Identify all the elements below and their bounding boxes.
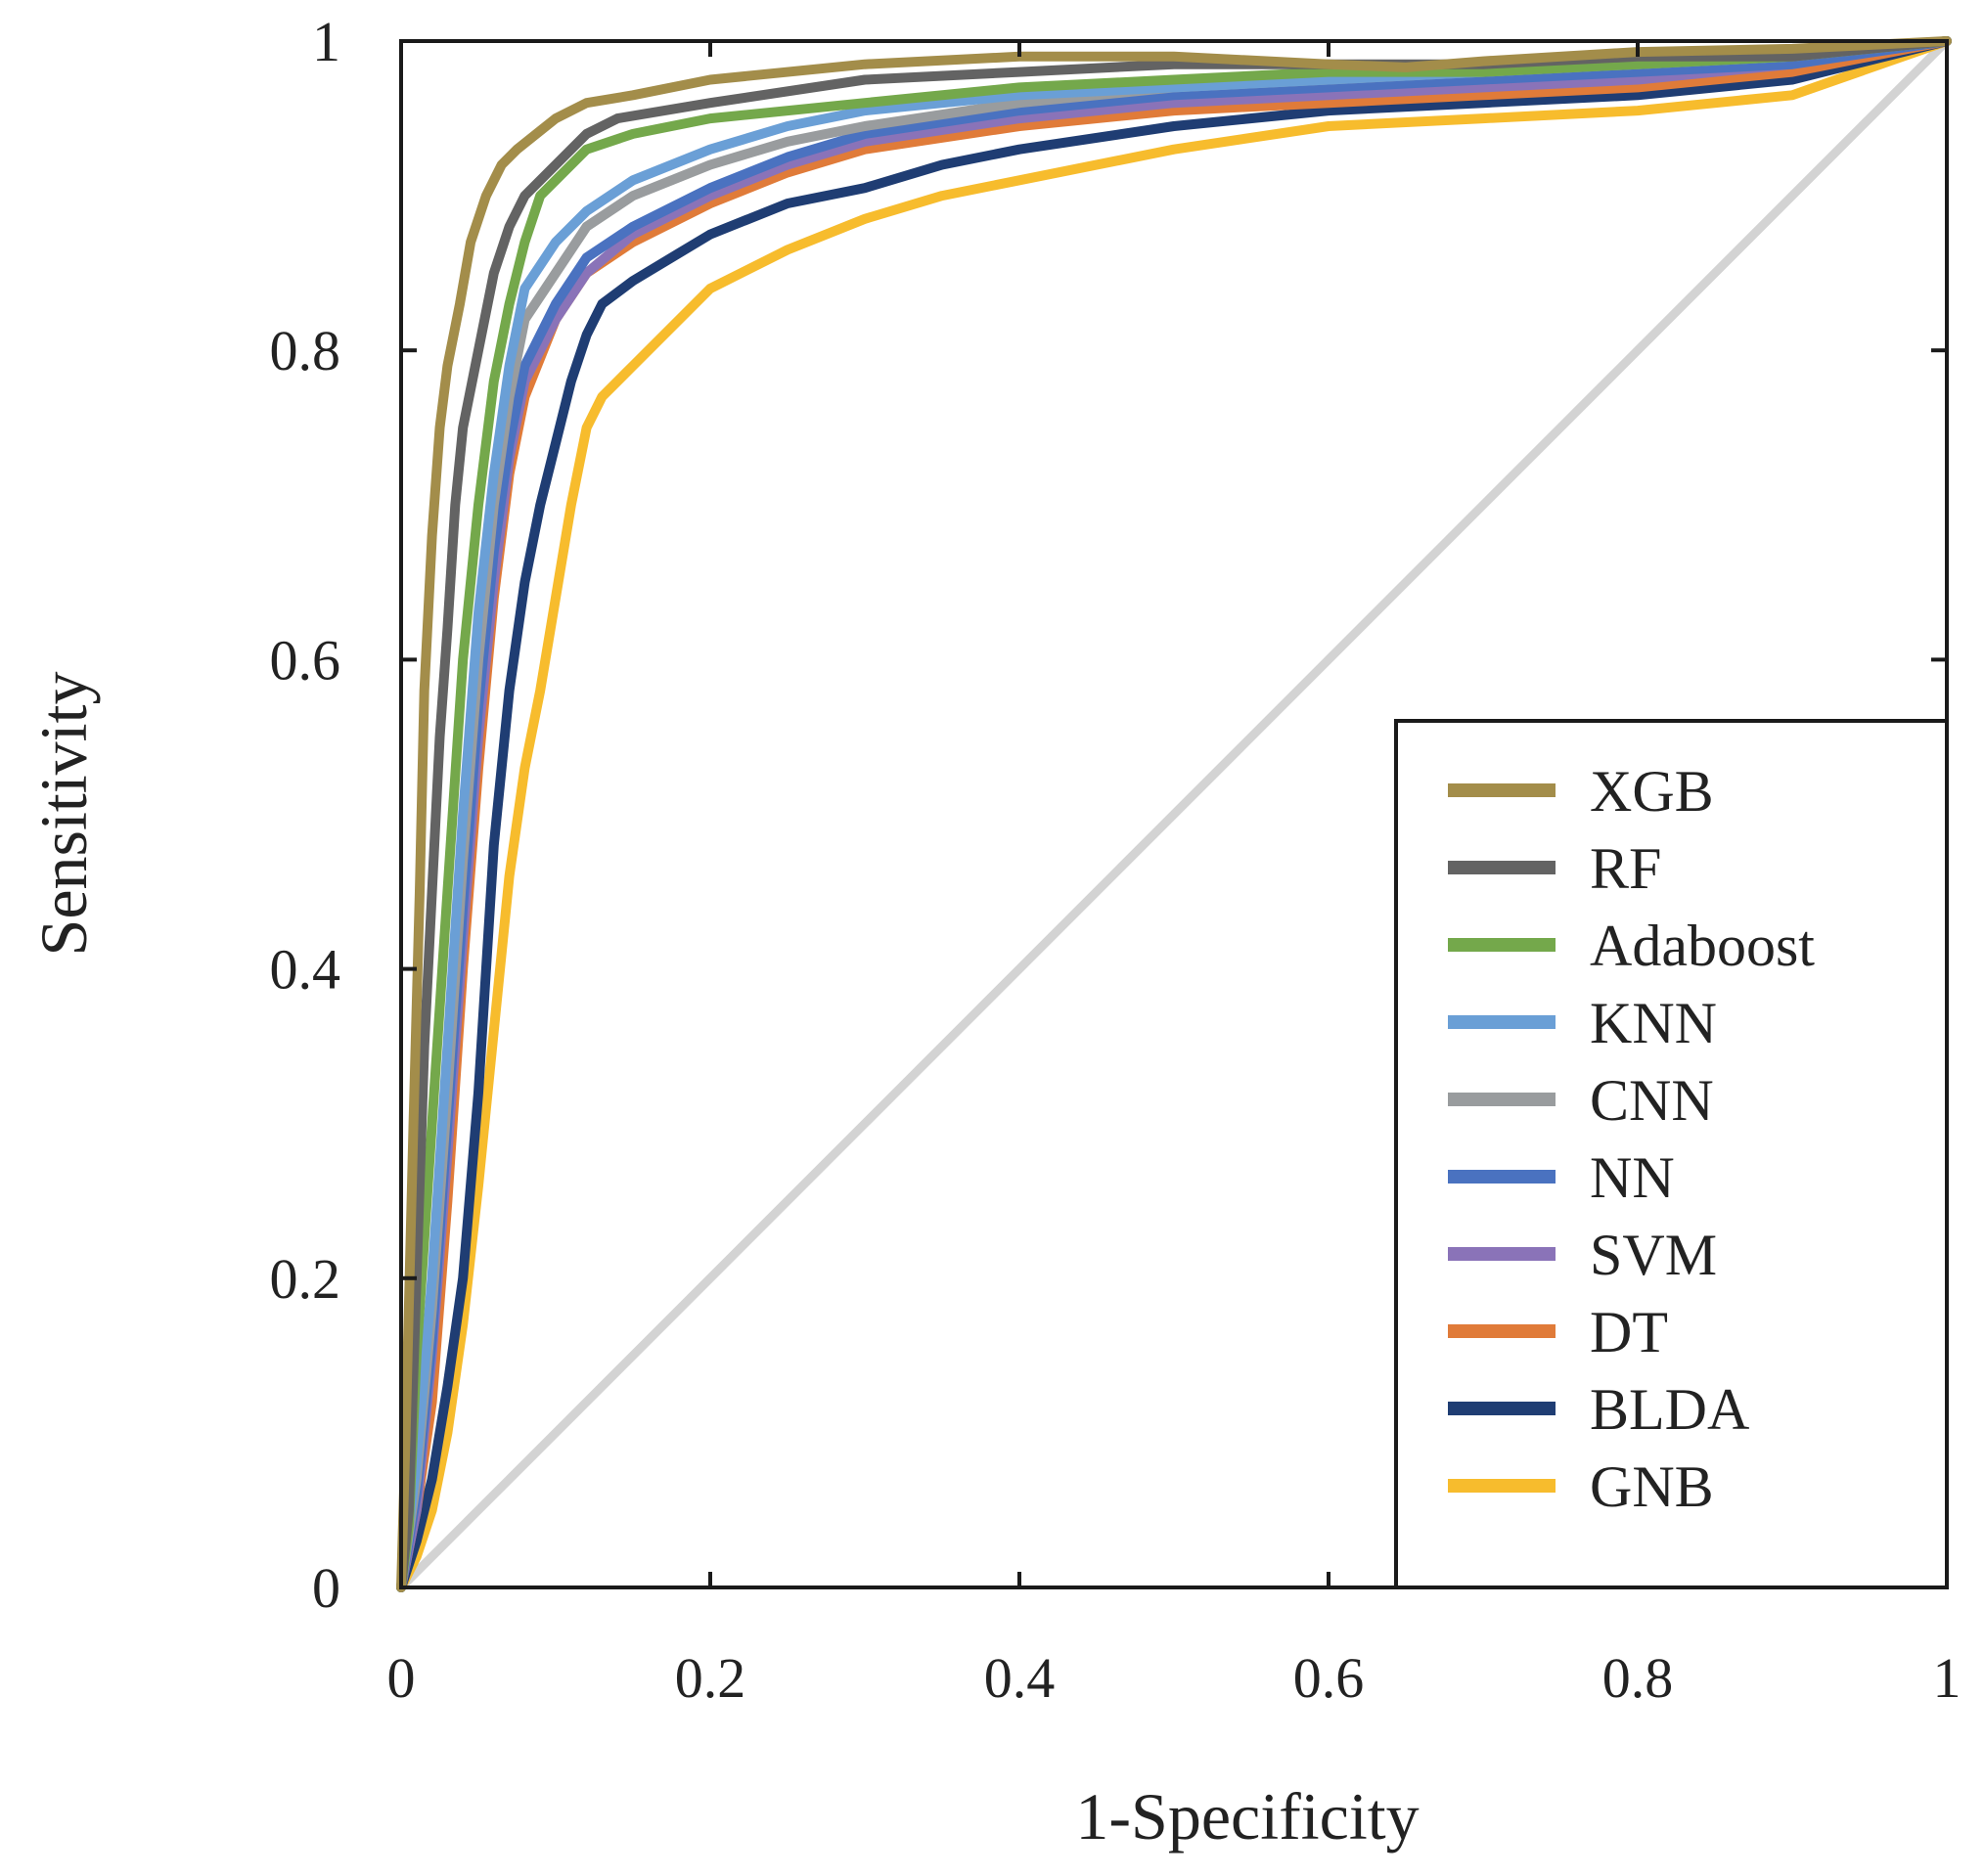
y-tick-label: 0.8 [270, 319, 341, 382]
series-line-adaboost [396, 36, 1952, 1592]
x-axis-title: 1-Specificity [1075, 1779, 1419, 1854]
y-tick-labels: 0 0.2 0.4 0.6 0.8 1 [270, 10, 341, 1620]
legend-label-adaboost: Adaboost [1590, 914, 1815, 978]
legend-label-dt: DT [1590, 1300, 1668, 1364]
y-tick-label: 0.2 [270, 1247, 341, 1311]
x-tick-label: 0.8 [1602, 1646, 1674, 1710]
legend-label-cnn: CNN [1590, 1068, 1714, 1133]
legend-label-rf: RF [1590, 836, 1661, 901]
x-tick-label: 0.6 [1293, 1646, 1365, 1710]
series-layer [396, 36, 1952, 1592]
reference-diagonal-line [397, 37, 1951, 1591]
y-axis-title: Sensitivity [26, 672, 101, 957]
x-tick-label: 1 [1933, 1646, 1961, 1710]
y-tick-label: 0 [312, 1556, 340, 1620]
x-tick-label: 0.4 [984, 1646, 1056, 1710]
legend-label-nn: NN [1590, 1145, 1675, 1210]
series-line-xgb [396, 36, 1952, 1592]
x-tick-labels: 0 0.2 0.4 0.6 0.8 1 [387, 1646, 1961, 1710]
x-tick-label: 0.2 [675, 1646, 746, 1710]
series-line-blda [396, 36, 1952, 1592]
x-tick-label: 0 [387, 1646, 416, 1710]
legend-label-knn: KNN [1590, 991, 1717, 1055]
reference-diagonal-layer [397, 37, 1951, 1591]
legend-label-blda: BLDA [1590, 1377, 1749, 1442]
legend: XGB RF Adaboost KNN CNN NN SVM DT BLDA GNB [1394, 719, 1949, 1589]
legend-label-xgb: XGB [1590, 759, 1714, 824]
y-tick-label: 0.4 [270, 938, 341, 1002]
series-line-gnb [396, 36, 1952, 1592]
y-tick-label: 1 [312, 10, 340, 73]
legend-items: XGB RF Adaboost KNN CNN NN SVM DT BLDA GNB [1448, 759, 1815, 1519]
legend-label-svm: SVM [1590, 1223, 1717, 1287]
y-tick-label: 0.6 [270, 628, 341, 692]
legend-label-gnb: GNB [1590, 1454, 1714, 1519]
